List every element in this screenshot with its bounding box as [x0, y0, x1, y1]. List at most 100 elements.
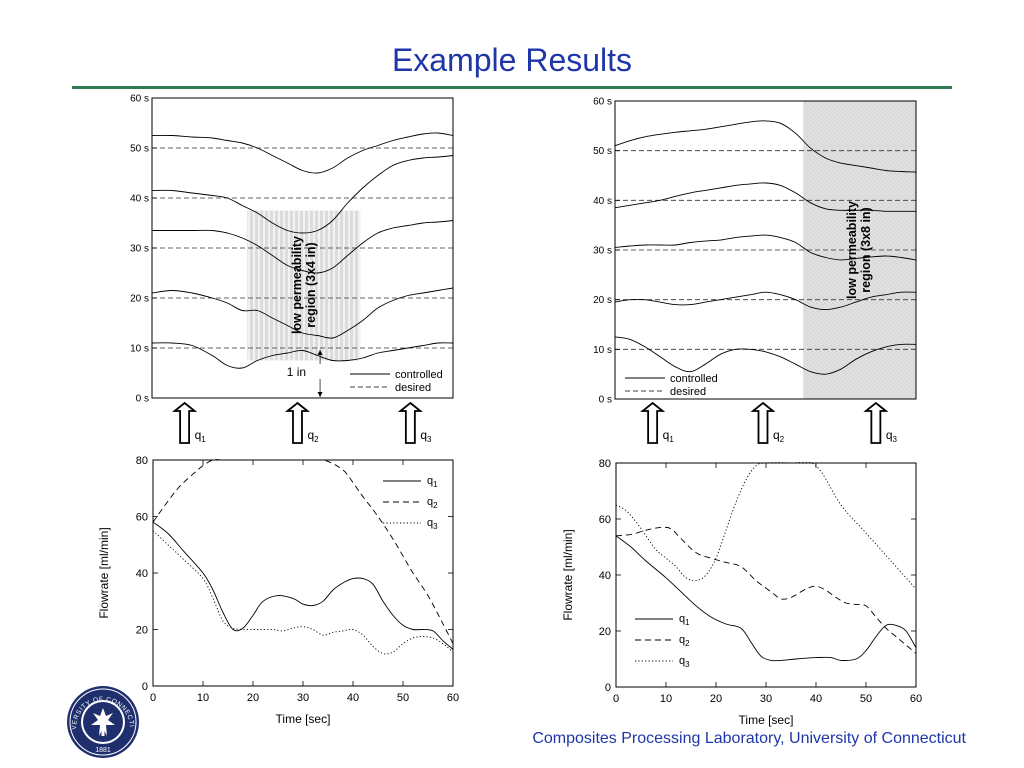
inlet-label-2: q2 [307, 428, 319, 444]
y-tick-label: 30 s [593, 246, 612, 257]
x-tick-label: 10 [660, 693, 672, 705]
inlet-arrow-1 [172, 401, 198, 444]
controlled-front-4 [151, 132, 454, 174]
low-permeability-region [247, 210, 361, 361]
plot-frame [615, 462, 917, 688]
inlet-label-sub: 2 [314, 435, 319, 444]
region-label-line2: region (3x8 in) [859, 207, 873, 292]
inlet-label-1: q1 [663, 428, 675, 444]
legend-label-q2: q2 [427, 496, 438, 510]
x-tick-label: 40 [810, 693, 822, 705]
university-seal-logo: UNIVERSITY OF CONNECTICUT 1881 [67, 686, 139, 758]
y-tick-label: 20 s [130, 294, 149, 305]
y-tick-label: 60 s [593, 97, 612, 108]
inlet-label-3: q3 [420, 428, 432, 444]
legend-label-sub: 3 [433, 522, 438, 531]
y-tick-label: 10 s [593, 345, 612, 356]
y-axis-label: Flowrate [ml/min] [97, 527, 111, 618]
controlled-front-2 [614, 234, 917, 261]
y-tick-label: 30 s [130, 244, 149, 255]
legend-label-main: q [679, 613, 685, 625]
controlled-front-1 [151, 287, 454, 339]
inlet-label-sub: 2 [780, 435, 785, 444]
y-tick-label: 60 s [130, 94, 149, 105]
x-axis-label: Time [sec] [276, 712, 331, 726]
y-tick-label: 60 [599, 514, 611, 526]
flow-front-chart-right: 0 s 10 s 20 s 30 s 40 s 50 s 60 s low permeabil… [593, 97, 917, 444]
x-axis-label: Time [sec] [739, 713, 794, 727]
controlled-front-2 [152, 220, 454, 274]
legend-label-sub: 3 [685, 660, 690, 669]
legend-label-main: q [679, 634, 685, 646]
y-tick-label: 40 s [593, 196, 612, 207]
y-tick-label: 0 s [136, 394, 149, 405]
x-tick-label: 30 [297, 692, 309, 704]
y-tick-label: 20 [136, 625, 148, 637]
inlet-label-main: q [663, 428, 670, 442]
inlet-label-2: q2 [773, 428, 785, 444]
x-tick-label: 40 [347, 692, 359, 704]
legend-label-sub: 1 [433, 480, 438, 489]
y-tick-label: 40 s [130, 194, 149, 205]
y-tick-label: 0 [142, 681, 148, 693]
y-tick-label: 10 s [130, 344, 149, 355]
controlled-front-1 [614, 291, 917, 311]
seal-year: 1881 [95, 747, 111, 754]
inlet-arrow-2 [750, 401, 776, 444]
x-tick-label: 60 [447, 692, 459, 704]
legend-label-sub: 2 [685, 639, 690, 648]
inlet-label-main: q [773, 428, 780, 442]
x-tick-label: 30 [760, 693, 772, 705]
inlet-label-sub: 1 [669, 435, 674, 444]
x-tick-label: 60 [910, 693, 922, 705]
dimension-label-bg [306, 364, 335, 379]
flowrate-chart-left: 0 10 20 30 40 50 60 0 20 40 60 80 Time [sec] Flowrate… [97, 455, 459, 726]
inlet-arrow-3 [863, 401, 889, 444]
controlled-front-4 [614, 120, 917, 173]
legend-label-q3: q3 [679, 655, 690, 669]
x-tick-label: 20 [247, 692, 259, 704]
flowrate-chart-right: 0 10 20 30 40 50 60 0 20 40 60 80 Time [sec] Flowrate… [561, 458, 922, 727]
x-tick-label: 0 [613, 693, 619, 705]
inlet-label-sub: 1 [201, 435, 206, 444]
y-tick-label: 0 [605, 682, 611, 694]
region-label: low permeabilityregion (3x8 in) [845, 201, 873, 299]
footer-lab-name: Composites Processing Laboratory, Univer… [532, 730, 966, 747]
controlled-front-0 [614, 336, 917, 375]
series-line-q2 [616, 526, 916, 654]
legend-label-desired: desired [670, 386, 706, 398]
y-tick-label: 20 [599, 626, 611, 638]
flow-front-chart-left: 0 s 10 s 20 s 30 s 40 s 50 s 60 s low permeabil… [130, 94, 454, 444]
series-line-q3 [616, 462, 916, 590]
inlet-arrow-3 [397, 401, 423, 444]
x-tick-label: 20 [710, 693, 722, 705]
y-tick-label: 80 [599, 458, 611, 470]
x-tick-label: 0 [150, 692, 156, 704]
x-tick-label: 10 [197, 692, 209, 704]
controlled-front-3 [614, 182, 916, 212]
legend-label-controlled: controlled [395, 369, 443, 381]
title-underline [72, 86, 952, 89]
x-tick-label: 50 [397, 692, 409, 704]
y-tick-label: 50 s [593, 146, 612, 157]
inlet-arrow-2 [284, 401, 311, 444]
y-axis-label: Flowrate [ml/min] [561, 529, 575, 620]
inlet-label-main: q [307, 428, 314, 442]
dimension-arrow-top [317, 350, 323, 355]
series-line-q3 [153, 530, 453, 655]
dimension-arrow-bottom [317, 392, 323, 397]
inlet-label-main: q [195, 428, 202, 442]
legend-label-main: q [427, 496, 433, 508]
inlet-label-1: q1 [195, 428, 207, 444]
y-tick-label: 50 s [130, 144, 149, 155]
region-label: low permeabilityregion (3x4 in) [290, 236, 318, 334]
region-label-line1: low permeability [845, 201, 859, 299]
inlet-label-3: q3 [886, 428, 898, 444]
legend-label-sub: 1 [685, 618, 690, 627]
legend-label-q1: q1 [679, 613, 690, 627]
inlet-label-main: q [886, 428, 893, 442]
